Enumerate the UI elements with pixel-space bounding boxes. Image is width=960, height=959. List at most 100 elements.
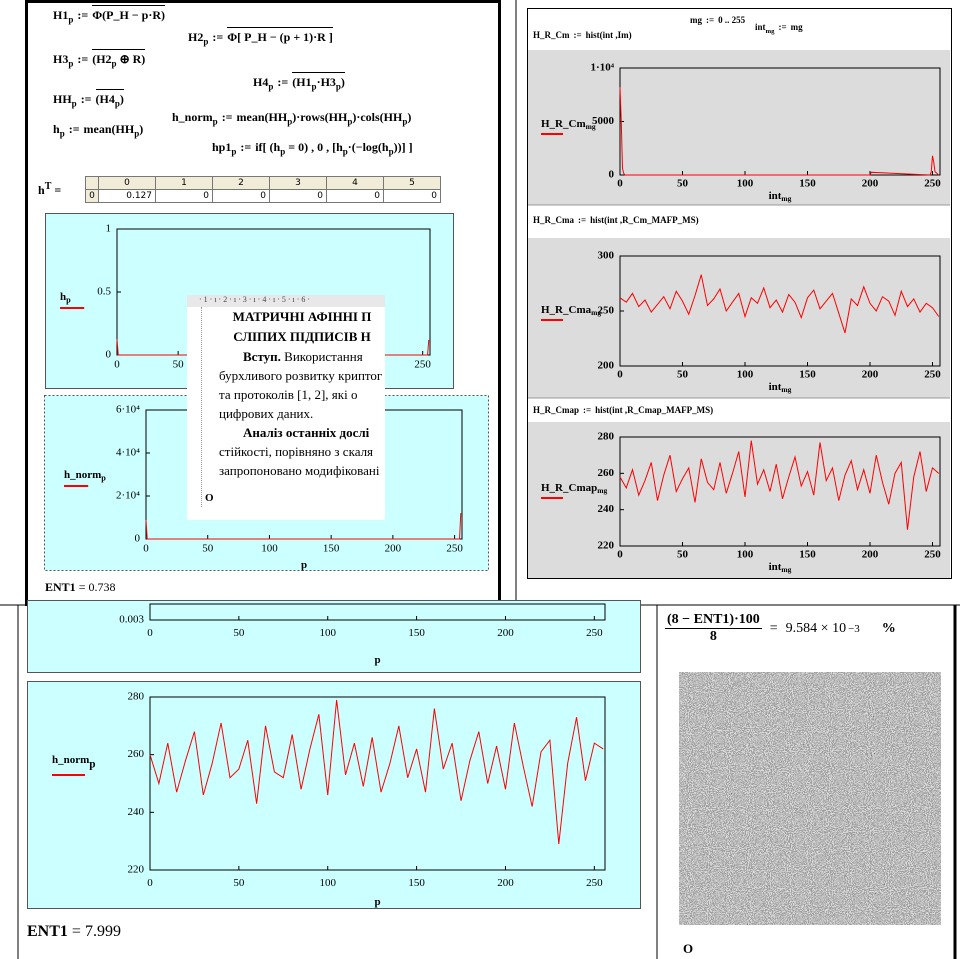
x-tick-label: 0 (617, 369, 623, 381)
text: H4 (253, 75, 268, 89)
cell: 0 (156, 190, 213, 203)
label-text: H_R_Cma (541, 304, 592, 316)
text: mean(HH (237, 110, 288, 124)
x-tick-label: 250 (924, 369, 941, 381)
formula: H1p:=Φ(P_H − p·R) (53, 8, 165, 24)
document-overlay: · 1 · ı · 2 · ı · 3 · ı · 4 · ı · 5 · ı … (187, 295, 385, 520)
text: (H1 (292, 75, 311, 89)
y-tick-label: 0 (106, 349, 112, 361)
y-tick-label: 280 (128, 691, 145, 703)
canvas: 00.51050100150200250hp02·10⁴4·10⁴6·10⁴05… (0, 0, 960, 959)
x-tick-label: 250 (924, 549, 941, 561)
y-tick-label: 0 (135, 533, 141, 545)
formula: H_R_Cma:=hist(int ,R_Cm_MAFP_MS) (533, 215, 699, 225)
rhs: mean(HHp) (84, 122, 144, 136)
text-line: цифрових даних. (219, 404, 385, 423)
text: стійкості, порівняно з скаля (219, 444, 373, 459)
text: H3 (53, 52, 68, 66)
text: та протоколів [1, 2], які о (219, 387, 357, 402)
label-text: p (374, 654, 380, 666)
x-tick-label: 200 (862, 178, 879, 190)
formula: H_R_Cmap:=hist(int ,R_Cmap_MAFP_MS) (533, 405, 713, 415)
x-axis-label: p (374, 896, 380, 908)
x-tick-label: 0 (147, 877, 153, 889)
rhs: if[ (hp = 0) , 0 , [hp·(−log(hp))] ] (255, 140, 412, 154)
text: hist(int ,Im) (586, 30, 632, 40)
text: = (51, 183, 61, 197)
text: запропоновано модифіковані (219, 463, 379, 478)
header-row: 012345 (86, 177, 441, 190)
y-tick-label: 280 (598, 431, 615, 443)
bold-text: Аналіз останніх дослі (243, 425, 369, 440)
text: hist(int ,R_Cm_MAFP_MS) (590, 215, 699, 225)
label-text: H_R_Cm (541, 118, 586, 130)
x-tick-label: 150 (799, 369, 816, 381)
operator: := (81, 92, 92, 106)
x-tick-label: 150 (408, 627, 425, 639)
cell: 0 (327, 190, 384, 203)
cell: 0.127 (99, 190, 156, 203)
rhs: Φ(P_H − p·R) (92, 5, 165, 22)
formula: mg := 0 .. 255 (690, 15, 745, 25)
column-header: 3 (270, 177, 327, 190)
y-tick-label: 220 (128, 864, 145, 876)
table-label: hT = (38, 181, 61, 198)
column-header: 0 (99, 177, 156, 190)
label-subscript: mg (586, 122, 596, 131)
x-tick-label: 0 (114, 358, 120, 370)
text: h (53, 122, 60, 136)
text: ))] ] (394, 140, 413, 154)
text: Φ[ P_H − (p + 1)·R ] (227, 30, 333, 44)
x-tick-label: 100 (737, 369, 754, 381)
denominator: 8 (665, 629, 762, 645)
text: ) (407, 110, 411, 124)
text: mean(HH (84, 122, 135, 136)
document-body: МАТРИЧНІ АФІННІ ПСЛІПИХ ПІДПИСІВ НВступ.… (201, 307, 385, 507)
x-tick-label: 250 (446, 542, 463, 554)
text: hp1 (212, 140, 231, 154)
formula: intmg:=mg (755, 22, 803, 35)
mark: O (205, 492, 385, 504)
y-tick-label: 4·10⁴ (116, 447, 140, 459)
label-text: H_R_Cmap (541, 482, 597, 494)
subscript: p (68, 14, 73, 24)
text: 0 .. 255 (718, 15, 745, 25)
text: H_R_Cmap (533, 405, 579, 415)
x-axis-label: p (374, 654, 380, 666)
label-subscript: mg (781, 385, 791, 394)
text: h_norm (172, 110, 213, 124)
label-subscript: p (89, 758, 95, 770)
rhs: mean(HHp)·rows(HHp)·cols(HHp) (237, 110, 412, 124)
operator: := (77, 8, 88, 22)
formula: H3p:=(H2p ⊕ R) (53, 52, 145, 68)
text-line: бурхливого розвитку криптог (219, 366, 385, 385)
label-text: h_norm (64, 469, 101, 481)
label: ENT1 (45, 580, 76, 594)
formula: H_R_Cm:=hist(int ,Im) (533, 30, 632, 40)
formula: hp:=mean(HHp) (53, 122, 143, 138)
text-line: стійкості, порівняно з скаля (219, 442, 385, 461)
text: )·cols(HH (352, 110, 402, 124)
text: ⊕ R) (117, 52, 146, 66)
subscript: mg (766, 28, 775, 35)
caption: O (683, 941, 693, 957)
x-tick-label: 100 (261, 542, 278, 554)
subscript: p (268, 81, 273, 91)
y-tick-label: 1 (106, 223, 112, 235)
x-tick-label: 200 (385, 542, 402, 554)
formula: H2p:=Φ[ P_H − (p + 1)·R ] (188, 30, 333, 46)
operator: := (779, 22, 787, 32)
x-tick-label: 0 (147, 627, 153, 639)
label-text: int (769, 381, 782, 393)
cell: 0 (384, 190, 441, 203)
x-axis-label: p (301, 559, 307, 571)
text: бурхливого розвитку криптог (219, 368, 382, 383)
ent1: ENT1 = 7.999 (27, 923, 121, 941)
column-header: 5 (384, 177, 441, 190)
operator: := (706, 15, 714, 25)
text: mg (690, 15, 702, 25)
row-index: 0 (86, 190, 99, 203)
rhs: 0 .. 255 (718, 15, 745, 25)
x-tick-label: 50 (233, 877, 245, 889)
y-tick-label: 240 (128, 806, 145, 818)
